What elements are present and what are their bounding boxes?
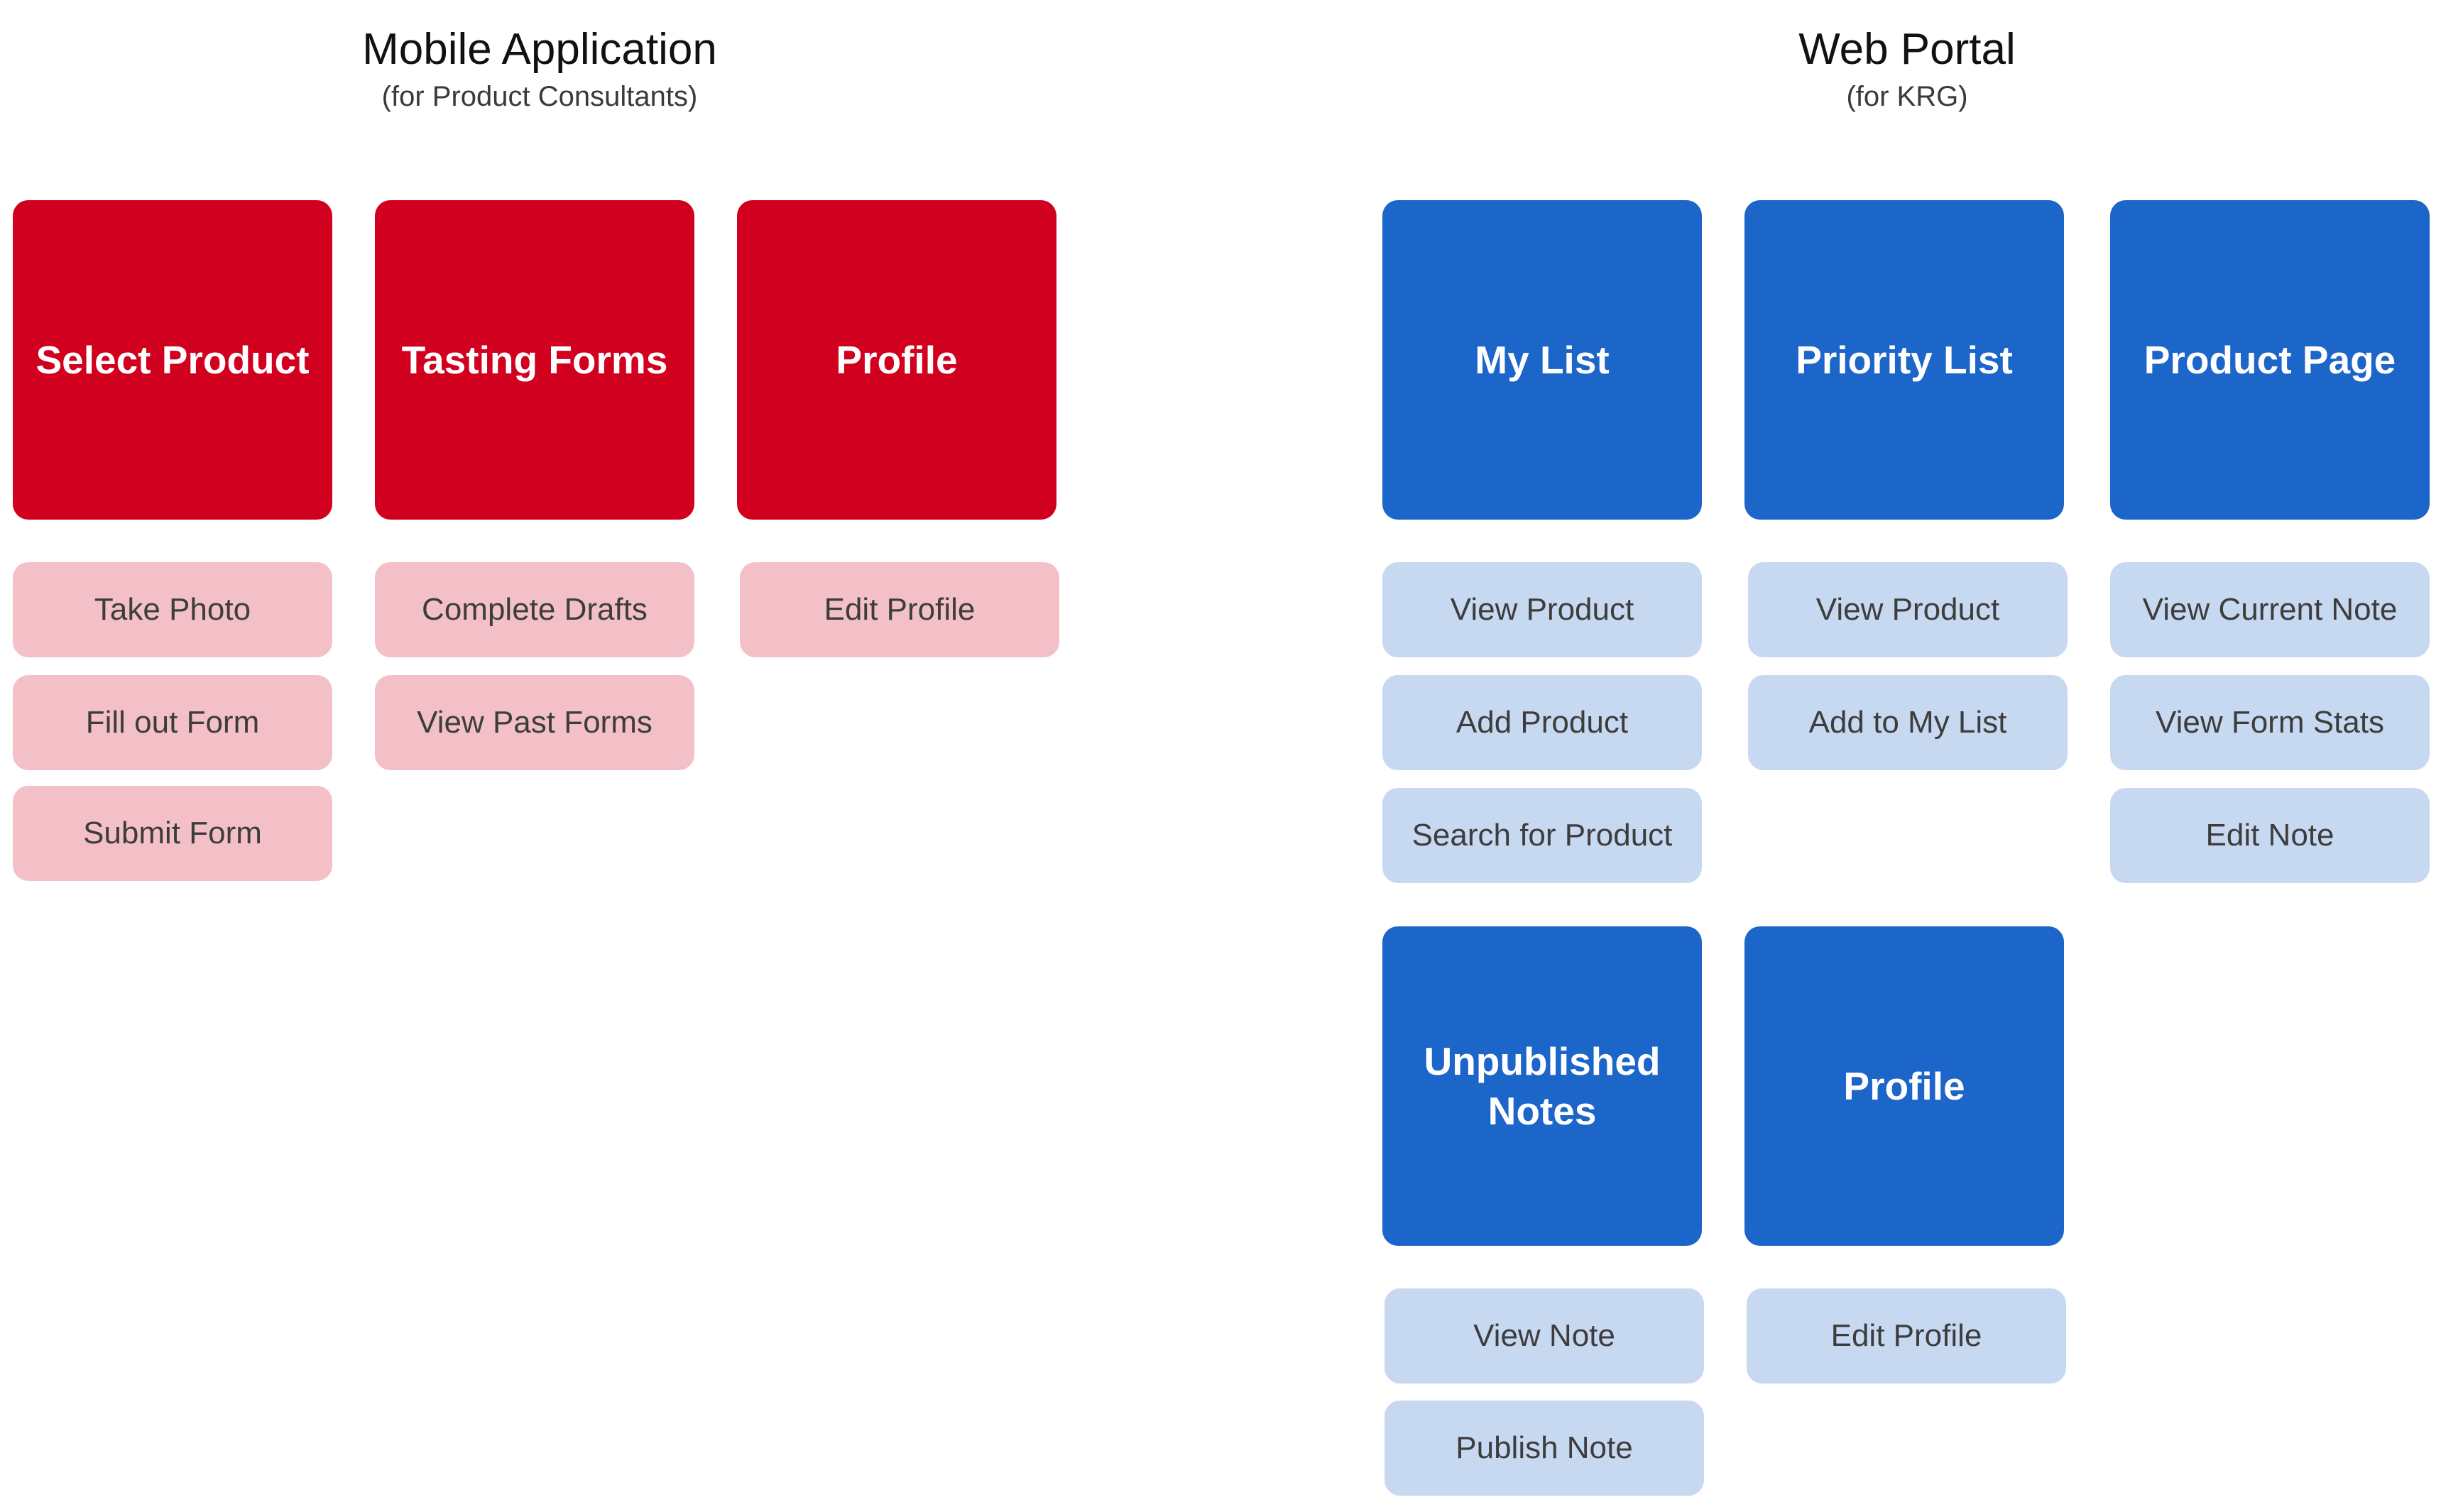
web-action-edit-profile: Edit Profile	[1747, 1288, 2066, 1384]
web-action-search-for-product: Search for Product	[1382, 788, 1702, 883]
web-action-publish-note: Publish Note	[1385, 1401, 1704, 1496]
web-action-view-product: View Product	[1748, 562, 2068, 657]
web-action-edit-note: Edit Note	[2110, 788, 2430, 883]
mobile-section-title: Mobile Application	[362, 25, 717, 74]
mobile-action-complete-drafts: Complete Drafts	[375, 562, 694, 657]
mobile-action-fill-out-form: Fill out Form	[13, 675, 332, 770]
mobile-action-take-photo: Take Photo	[13, 562, 332, 657]
web-action-view-product: View Product	[1382, 562, 1702, 657]
mobile-section-subtitle: (for Product Consultants)	[381, 81, 698, 112]
mobile-feature-profile: Profile	[737, 200, 1056, 520]
mobile-action-submit-form: Submit Form	[13, 786, 332, 881]
mobile-action-edit-profile: Edit Profile	[740, 562, 1059, 657]
mobile-action-view-past-forms: View Past Forms	[375, 675, 694, 770]
web-section-subtitle: (for KRG)	[1846, 81, 1968, 112]
mobile-section-heading: Mobile Application (for Product Consulta…	[114, 21, 966, 115]
web-action-view-note: View Note	[1385, 1288, 1704, 1384]
web-action-add-product: Add Product	[1382, 675, 1702, 770]
web-feature-unpublished-notes: Unpublished Notes	[1382, 926, 1702, 1246]
mobile-feature-select-product: Select Product	[13, 200, 332, 520]
web-action-view-form-stats: View Form Stats	[2110, 675, 2430, 770]
web-section-heading: Web Portal (for KRG)	[1481, 21, 2333, 115]
mobile-feature-tasting-forms: Tasting Forms	[375, 200, 694, 520]
web-action-view-current-note: View Current Note	[2110, 562, 2430, 657]
web-feature-product-page: Product Page	[2110, 200, 2430, 520]
web-section-title: Web Portal	[1798, 25, 2016, 74]
web-feature-priority-list: Priority List	[1744, 200, 2064, 520]
web-action-add-to-my-list: Add to My List	[1748, 675, 2068, 770]
web-feature-profile: Profile	[1744, 926, 2064, 1246]
web-feature-my-list: My List	[1382, 200, 1702, 520]
